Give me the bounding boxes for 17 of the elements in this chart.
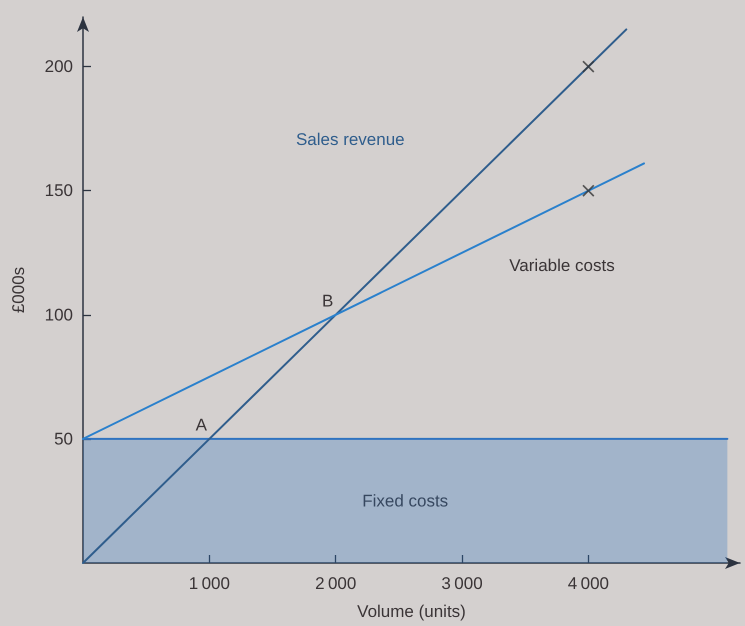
x-tick-label: 1 000 bbox=[188, 574, 230, 593]
y-tick-label: 150 bbox=[44, 181, 73, 200]
text: Sales revenue bbox=[296, 130, 405, 149]
y-axis-title: £000s bbox=[9, 266, 28, 314]
x-axis-title: Volume (units) bbox=[357, 602, 466, 621]
annotation: A bbox=[196, 415, 208, 434]
y-tick-label: 200 bbox=[44, 57, 73, 76]
y-tick-label: 50 bbox=[54, 429, 73, 448]
line-series bbox=[82, 28, 628, 564]
x-tick-label: 3 000 bbox=[441, 574, 483, 593]
series-label: Variable costs bbox=[509, 256, 615, 275]
x-tick-label: 4 000 bbox=[568, 574, 609, 593]
series-label: Fixed costs bbox=[362, 491, 448, 510]
x-tick-label: 2 000 bbox=[315, 574, 356, 593]
annotation: B bbox=[322, 291, 334, 310]
line-series bbox=[82, 162, 645, 440]
y-tick-label: 100 bbox=[44, 305, 73, 324]
